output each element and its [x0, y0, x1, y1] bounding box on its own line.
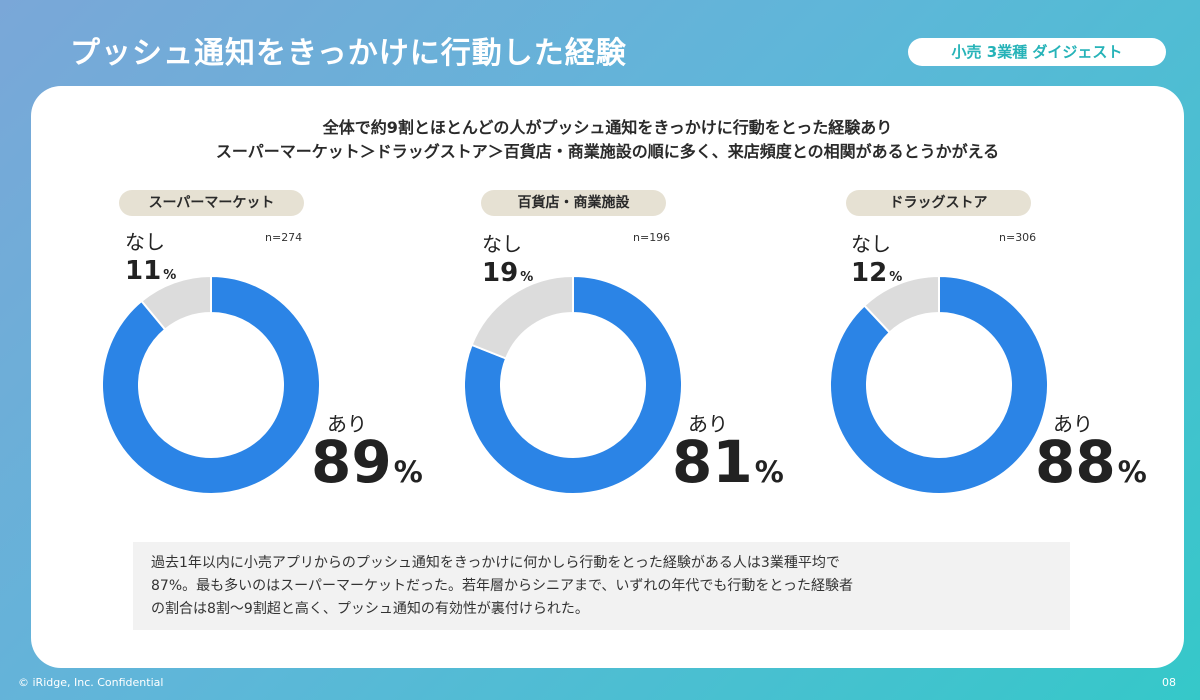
no-label: なし — [482, 232, 522, 256]
percent-sign: % — [393, 455, 423, 489]
page-title: プッシュ通知をきっかけに行動した経験 — [70, 36, 627, 71]
yes-percent: 88% — [1035, 428, 1147, 496]
summary-line-3: の割合は8割〜9割超と高く、プッシュ通知の有効性が裏付けられた。 — [151, 601, 589, 617]
headline-line-1: 全体で約9割とほとんどの人がプッシュ通知をきっかけに行動をとった経験あり — [322, 118, 893, 137]
no-label: なし — [125, 230, 165, 254]
no-percent: 19% — [482, 258, 533, 288]
sample-size-label: n=274 — [265, 231, 303, 244]
donut-chart-supermarket: スーパーマーケット n=274 なし 11% あり 89% — [31, 86, 1184, 668]
donut-slice-yes — [463, 274, 683, 495]
donut-svg — [463, 274, 683, 495]
no-percent-value: 12 — [851, 258, 888, 288]
donut-chart-drugstore: ドラッグストア n=306 なし 12% あり 88% — [31, 86, 1184, 668]
chart-title-pill: 百貨店・商業施設 — [481, 190, 666, 216]
yes-label: あり — [688, 412, 728, 436]
chart-title-pill: スーパーマーケット — [119, 190, 304, 216]
yes-percent: 81% — [672, 428, 784, 496]
no-percent-value: 11 — [125, 256, 162, 286]
percent-sign: % — [163, 268, 177, 283]
sample-size-label: n=306 — [999, 231, 1037, 244]
donut-slice-yes — [101, 274, 321, 495]
donut-slice-no — [862, 274, 940, 334]
percent-sign: % — [1117, 455, 1147, 489]
yes-percent-value: 89 — [311, 428, 392, 496]
summary-line-2: 87%。最も多いのはスーパーマーケットだった。若年層からシニアまで、いずれの年代… — [151, 578, 853, 594]
headline-line-2: スーパーマーケット＞ドラッグストア＞百貨店・商業施設の順に多く、来店頻度との相関… — [215, 142, 1000, 161]
page-number: 08 — [1162, 676, 1176, 689]
donut-svg — [101, 274, 321, 495]
no-percent: 11% — [125, 256, 176, 286]
yes-percent: 89% — [311, 428, 423, 496]
category-badge: 小売 3業種 ダイジェスト — [908, 38, 1166, 66]
yes-label: あり — [327, 412, 367, 436]
yes-label: あり — [1053, 412, 1093, 436]
sample-size-label: n=196 — [633, 231, 671, 244]
donut-slice-no — [140, 274, 212, 331]
donut-chart-department-store: 百貨店・商業施設 n=196 なし 19% あり 81% — [31, 86, 1184, 668]
percent-sign: % — [520, 270, 534, 285]
copyright-footer: © iRidge, Inc. Confidential — [18, 676, 164, 689]
percent-sign: % — [754, 455, 784, 489]
percent-sign: % — [889, 270, 903, 285]
no-percent: 12% — [851, 258, 902, 288]
yes-percent-value: 81 — [672, 428, 753, 496]
no-label: なし — [851, 232, 891, 256]
no-percent-value: 19 — [482, 258, 519, 288]
chart-title-pill: ドラッグストア — [846, 190, 1031, 216]
donut-svg — [829, 274, 1049, 495]
summary-line-1: 過去1年以内に小売アプリからのプッシュ通知をきっかけに何かしら行動をとった経験が… — [151, 555, 840, 571]
content-panel: 全体で約9割とほとんどの人がプッシュ通知をきっかけに行動をとった経験あり スーパ… — [31, 86, 1184, 668]
yes-percent-value: 88 — [1035, 428, 1116, 496]
donut-slice-no — [470, 274, 574, 360]
donut-slice-yes — [829, 274, 1049, 495]
summary-box: 過去1年以内に小売アプリからのプッシュ通知をきっかけに何かしら行動をとった経験が… — [133, 542, 1070, 630]
